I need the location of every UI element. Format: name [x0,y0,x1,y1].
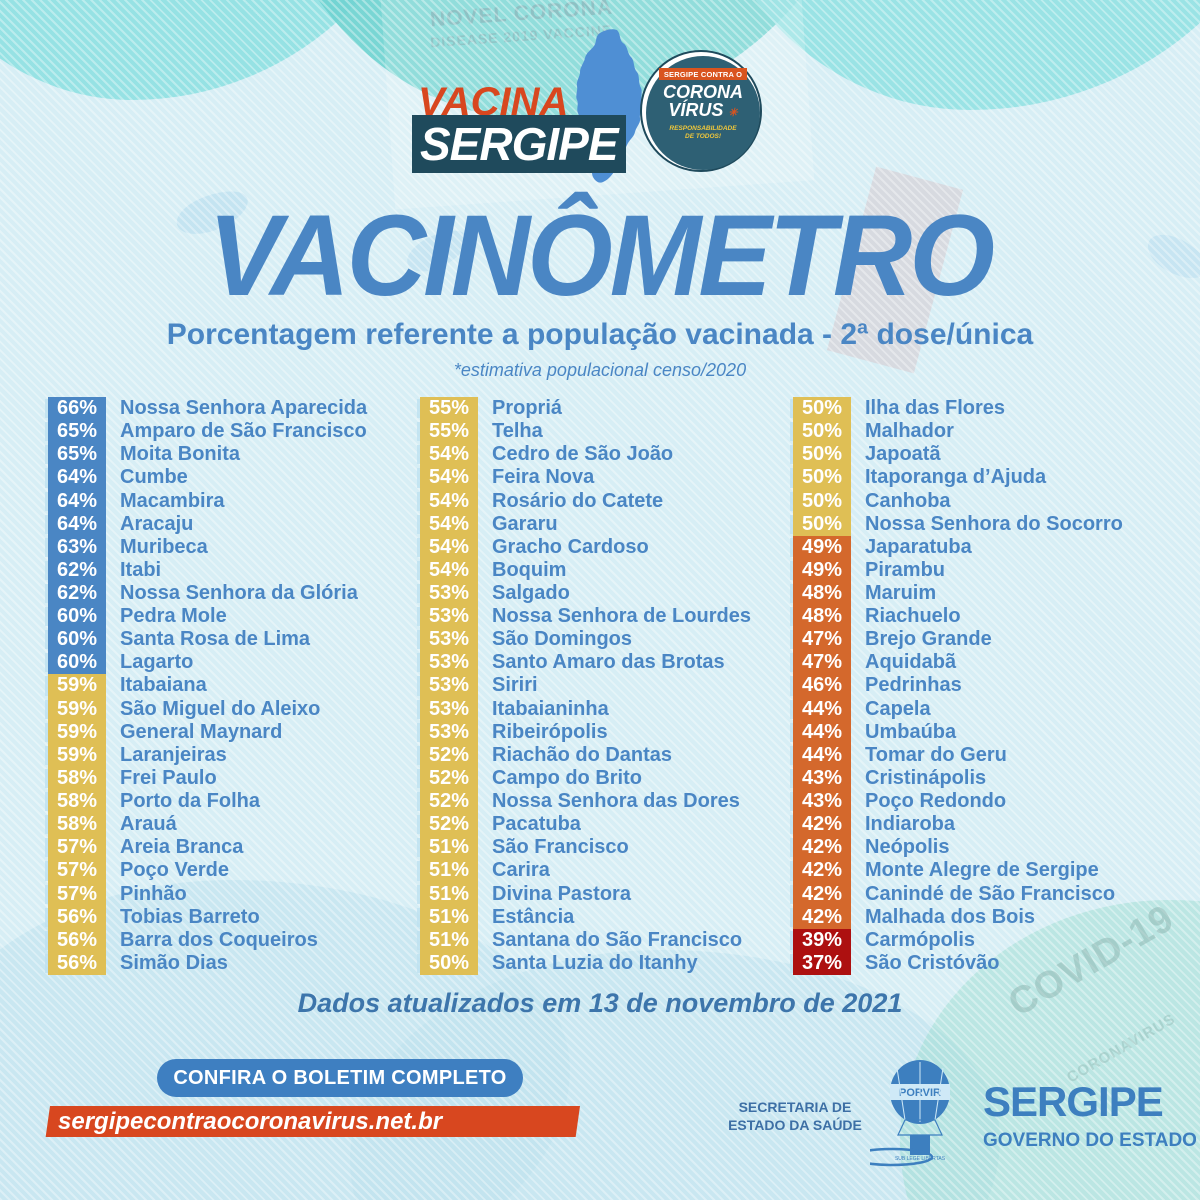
svg-text:SUB LEGE LIBERTAS: SUB LEGE LIBERTAS [895,1156,946,1162]
